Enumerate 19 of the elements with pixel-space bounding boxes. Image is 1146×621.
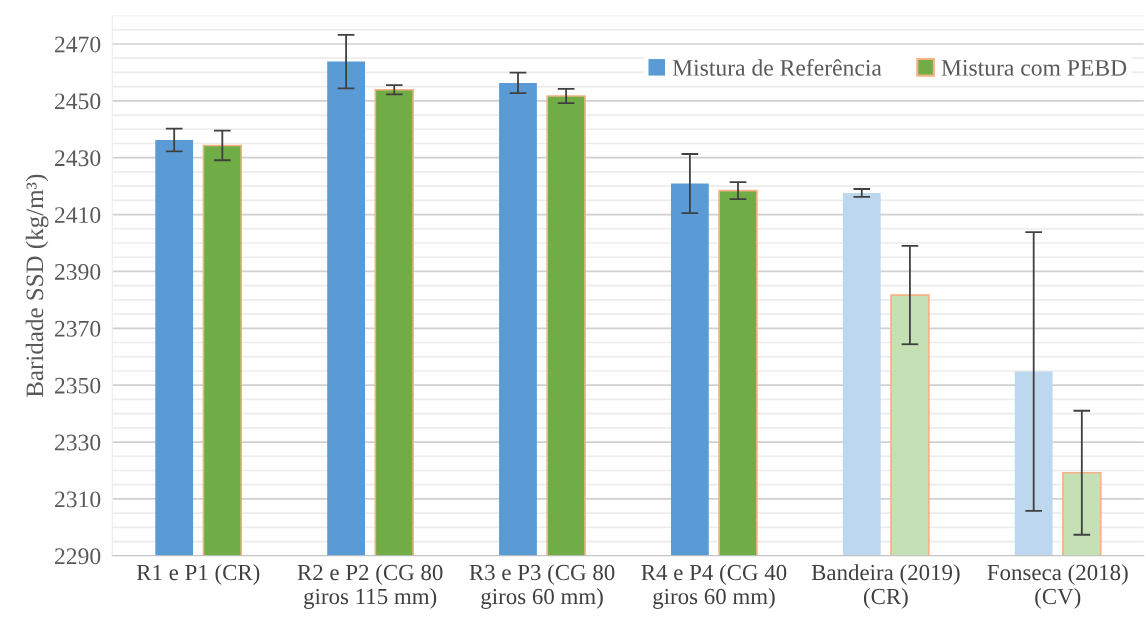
y-tick-label: 2470	[55, 36, 101, 53]
legend-label: Mistura com PEBD	[941, 59, 1127, 76]
y-tick-label: 2350	[55, 377, 101, 394]
x-tick-label: Fonseca (2018) (CV)	[987, 564, 1128, 609]
y-tick-label: 2390	[55, 263, 101, 280]
x-tick-label: R1 e P1 (CR)	[136, 564, 260, 585]
y-tick-label: 2330	[55, 434, 101, 451]
x-tick-label: Bandeira (2019) (CR)	[811, 564, 960, 609]
y-tick-label: 2310	[55, 491, 101, 508]
legend-label: Mistura de Referência	[672, 58, 882, 76]
y-tick-label: 2290	[55, 548, 101, 565]
y-tick-label: 2450	[55, 93, 101, 110]
y-tick-label: 2370	[55, 320, 101, 337]
x-tick-label: R4 e P4 (CG 40 giros 60 mm)	[641, 564, 787, 609]
x-tick-label: R3 e P3 (CG 80 giros 60 mm)	[469, 564, 615, 609]
y-axis-title: Baridade SSD (kg/m³)	[25, 174, 49, 398]
y-tick-label: 2430	[55, 150, 101, 167]
y-tick-label: 2410	[55, 207, 101, 223]
x-tick-label: R2 e P2 (CG 80 giros 115 mm)	[297, 564, 443, 609]
